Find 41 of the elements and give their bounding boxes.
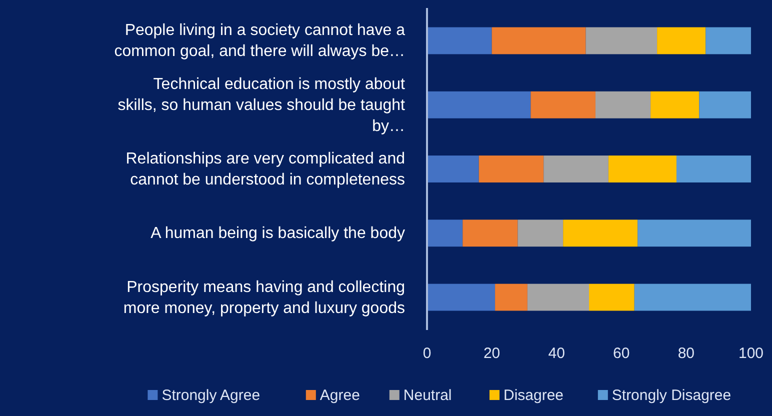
bar (586, 27, 658, 54)
bar (478, 156, 544, 182)
bar (462, 220, 518, 247)
x-tick-label: 60 (613, 345, 630, 362)
bar (427, 91, 531, 118)
bar (657, 27, 706, 54)
x-tick-label: 0 (422, 345, 432, 362)
bar (706, 27, 751, 54)
bar (638, 220, 751, 247)
y-tick-label: Relationships are very complicated and cannot be understood in completeness (126, 150, 405, 188)
x-tick-label: 80 (678, 345, 695, 362)
bar (608, 156, 676, 182)
bar (427, 284, 496, 311)
legend-label: Neutral (403, 387, 452, 404)
x-tick-label: 20 (483, 345, 500, 362)
bar (650, 91, 700, 118)
bar (699, 91, 751, 118)
x-tick-label: 40 (548, 345, 565, 362)
bar (427, 27, 492, 54)
y-tick-label: A human being is basically the body (150, 225, 405, 242)
bar (518, 220, 564, 247)
bar (492, 27, 586, 54)
bar (530, 91, 596, 118)
bar (495, 284, 528, 311)
bar (589, 284, 634, 311)
bar (595, 91, 651, 118)
bar (634, 284, 751, 311)
legend-label: Strongly Agree (162, 387, 260, 404)
y-tick-label: Technical education is mostly about skills, so human values should be taught by… (118, 76, 406, 135)
bar (527, 284, 589, 311)
y-tick-label: People living in a society cannot have a common goal, and there will always be… (114, 22, 406, 60)
legend-label: Agree (320, 387, 360, 404)
bar (427, 156, 479, 182)
legend-label: Strongly Disagree (612, 387, 732, 404)
bar (676, 156, 751, 182)
x-tick-label: 100 (738, 345, 764, 362)
bar (427, 220, 463, 247)
legend-label: Disagree (504, 387, 564, 404)
y-tick-label: Prosperity means having and collecting more money, property and luxury goods (123, 278, 405, 317)
bar (563, 220, 638, 247)
bar (544, 156, 608, 182)
